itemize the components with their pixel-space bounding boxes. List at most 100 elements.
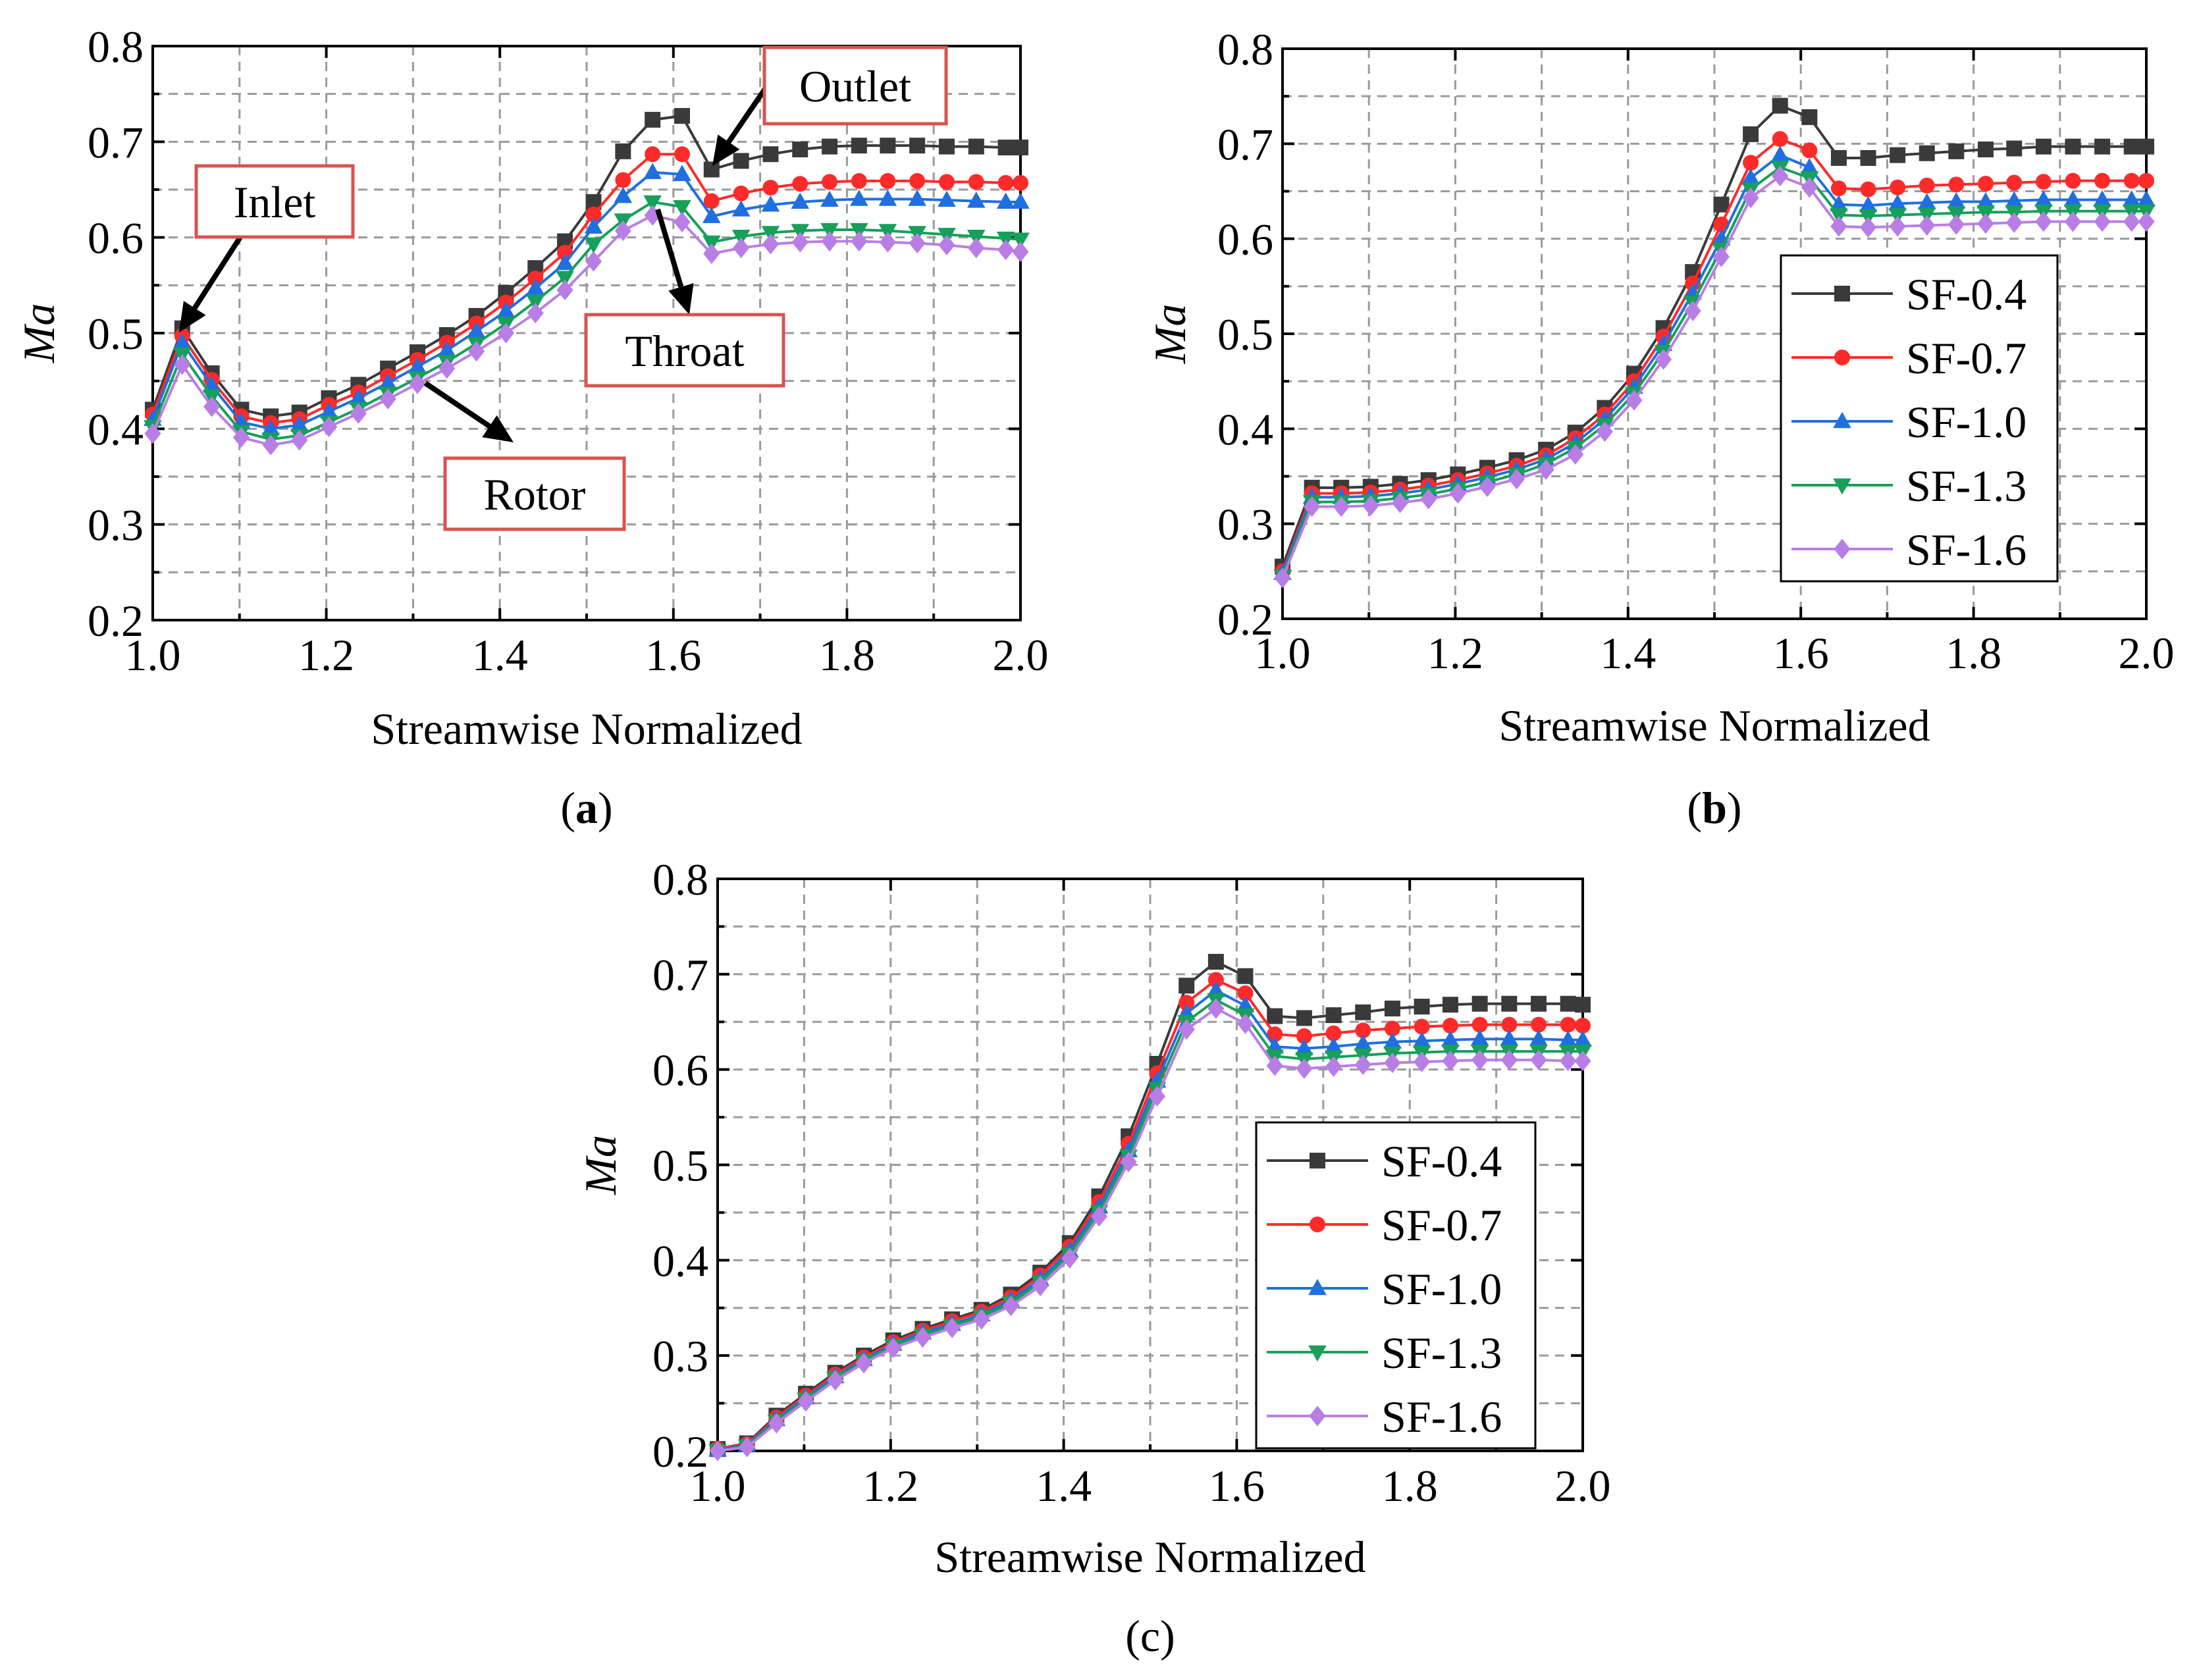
data-point	[1384, 1052, 1401, 1074]
data-point	[880, 172, 896, 189]
series-sf-1-3	[144, 195, 1030, 449]
data-point	[1626, 390, 1643, 411]
data-point	[585, 251, 602, 272]
data-point	[2123, 211, 2140, 232]
annotation-box	[762, 45, 948, 126]
x-tick-label: 1.0	[690, 1461, 746, 1511]
data-point	[349, 388, 368, 406]
y-tick-label: 0.7	[1217, 119, 1273, 169]
data-point	[880, 138, 896, 154]
data-point	[1859, 196, 1878, 213]
data-point	[1830, 180, 1847, 197]
data-point	[1011, 232, 1030, 249]
data-point	[1919, 177, 1935, 194]
data-point	[674, 146, 690, 163]
data-point	[879, 232, 896, 253]
data-point	[1471, 995, 1488, 1012]
data-point	[791, 232, 808, 253]
panel-label-open: (	[1687, 783, 1702, 833]
legend: SF-0.4 SF-0.7 SF-1.0 SF-1.3 SF-1.6	[1255, 1121, 1537, 1450]
data-point	[938, 234, 955, 255]
data-point	[1002, 1296, 1020, 1317]
x-tick-label: 2.0	[2119, 628, 2175, 678]
data-point	[1574, 1030, 1592, 1047]
data-point	[1449, 483, 1466, 504]
data-point	[584, 217, 603, 234]
data-point	[1237, 968, 1254, 984]
axis-ticks: 1.0 1.2 1.4 1.6 1.8 2.0 0.2 0.3 0.4 0.5 0.6 0.7 0.8	[88, 22, 1049, 680]
data-point	[1977, 141, 1994, 157]
data-point	[822, 138, 838, 155]
data-point	[1530, 1049, 1547, 1070]
data-point	[908, 190, 926, 206]
legend-label: SF-1.0	[1906, 397, 2027, 447]
data-point	[909, 172, 926, 189]
data-point	[968, 174, 984, 190]
data-point	[379, 373, 397, 390]
data-point	[527, 271, 544, 287]
legend-label: SF-1.6	[1906, 525, 2027, 575]
data-point	[851, 172, 867, 189]
data-point	[1324, 1037, 1343, 1054]
y-tick-label: 0.7	[88, 117, 144, 167]
data-point	[1530, 1016, 1547, 1033]
data-point	[1772, 97, 1788, 114]
legend-item: SF-1.3	[1267, 1328, 1502, 1378]
data-point	[1325, 1056, 1342, 1077]
data-point	[914, 1327, 932, 1348]
annotation-arrow	[655, 208, 694, 315]
x-tick-label: 1.2	[298, 630, 354, 680]
data-point	[731, 200, 751, 217]
data-point	[1977, 175, 1994, 192]
data-point	[1148, 1086, 1166, 1107]
legend-item: SF-0.4	[1791, 269, 2027, 319]
legend-marker	[1833, 411, 1851, 429]
data-point	[1575, 997, 1591, 1013]
legend-marker	[1309, 1405, 1326, 1427]
data-point	[674, 211, 691, 233]
data-point	[1919, 215, 1936, 236]
data-point	[1575, 1018, 1591, 1034]
data-point	[1479, 476, 1496, 497]
annotation-inlet: Inlet	[179, 164, 355, 332]
data-point	[1207, 998, 1225, 1019]
data-point	[1508, 469, 1525, 490]
data-point	[1529, 1029, 1548, 1046]
data-point	[878, 190, 897, 206]
data-point	[1801, 109, 1818, 125]
data-point	[943, 1317, 961, 1338]
data-point	[761, 195, 780, 212]
data-point	[556, 253, 574, 271]
legend-marker	[1310, 1153, 1325, 1168]
data-point	[1354, 1034, 1373, 1051]
data-point	[1558, 1030, 1577, 1047]
x-tick-label: 1.2	[1427, 628, 1483, 678]
data-point	[2065, 138, 2081, 155]
data-point	[1296, 1010, 1312, 1026]
data-point	[968, 138, 984, 155]
data-point	[791, 192, 810, 209]
y-tick-label: 0.7	[652, 950, 708, 1000]
panel-c-chart: 1.0 1.2 1.4 1.6 1.8 2.0 0.2 0.3 0.4 0.5 0.6 0.7 0.8 S…	[575, 854, 1611, 1661]
y-tick-label: 0.4	[652, 1236, 708, 1286]
annotation-arrow	[179, 235, 243, 332]
data-point	[1501, 1016, 1518, 1033]
series-sf-1-6	[1274, 165, 2155, 589]
y-tick-label: 0.6	[652, 1045, 708, 1095]
data-point	[821, 230, 838, 252]
y-tick-label: 0.3	[88, 500, 144, 550]
data-point	[1574, 1051, 1591, 1072]
data-point	[851, 138, 867, 154]
data-point	[1236, 1013, 1254, 1034]
data-point	[909, 232, 926, 253]
data-point	[2138, 211, 2155, 232]
data-point	[643, 195, 662, 212]
y-tick-label: 0.5	[652, 1141, 708, 1191]
data-point	[1414, 999, 1430, 1015]
data-point	[527, 302, 544, 324]
data-point	[1801, 142, 1818, 159]
data-point	[1267, 1008, 1283, 1024]
x-tick-label: 1.4	[1600, 628, 1656, 678]
x-axis-title: Streamwise Normalized	[1498, 700, 1930, 750]
data-point	[797, 1391, 814, 1412]
